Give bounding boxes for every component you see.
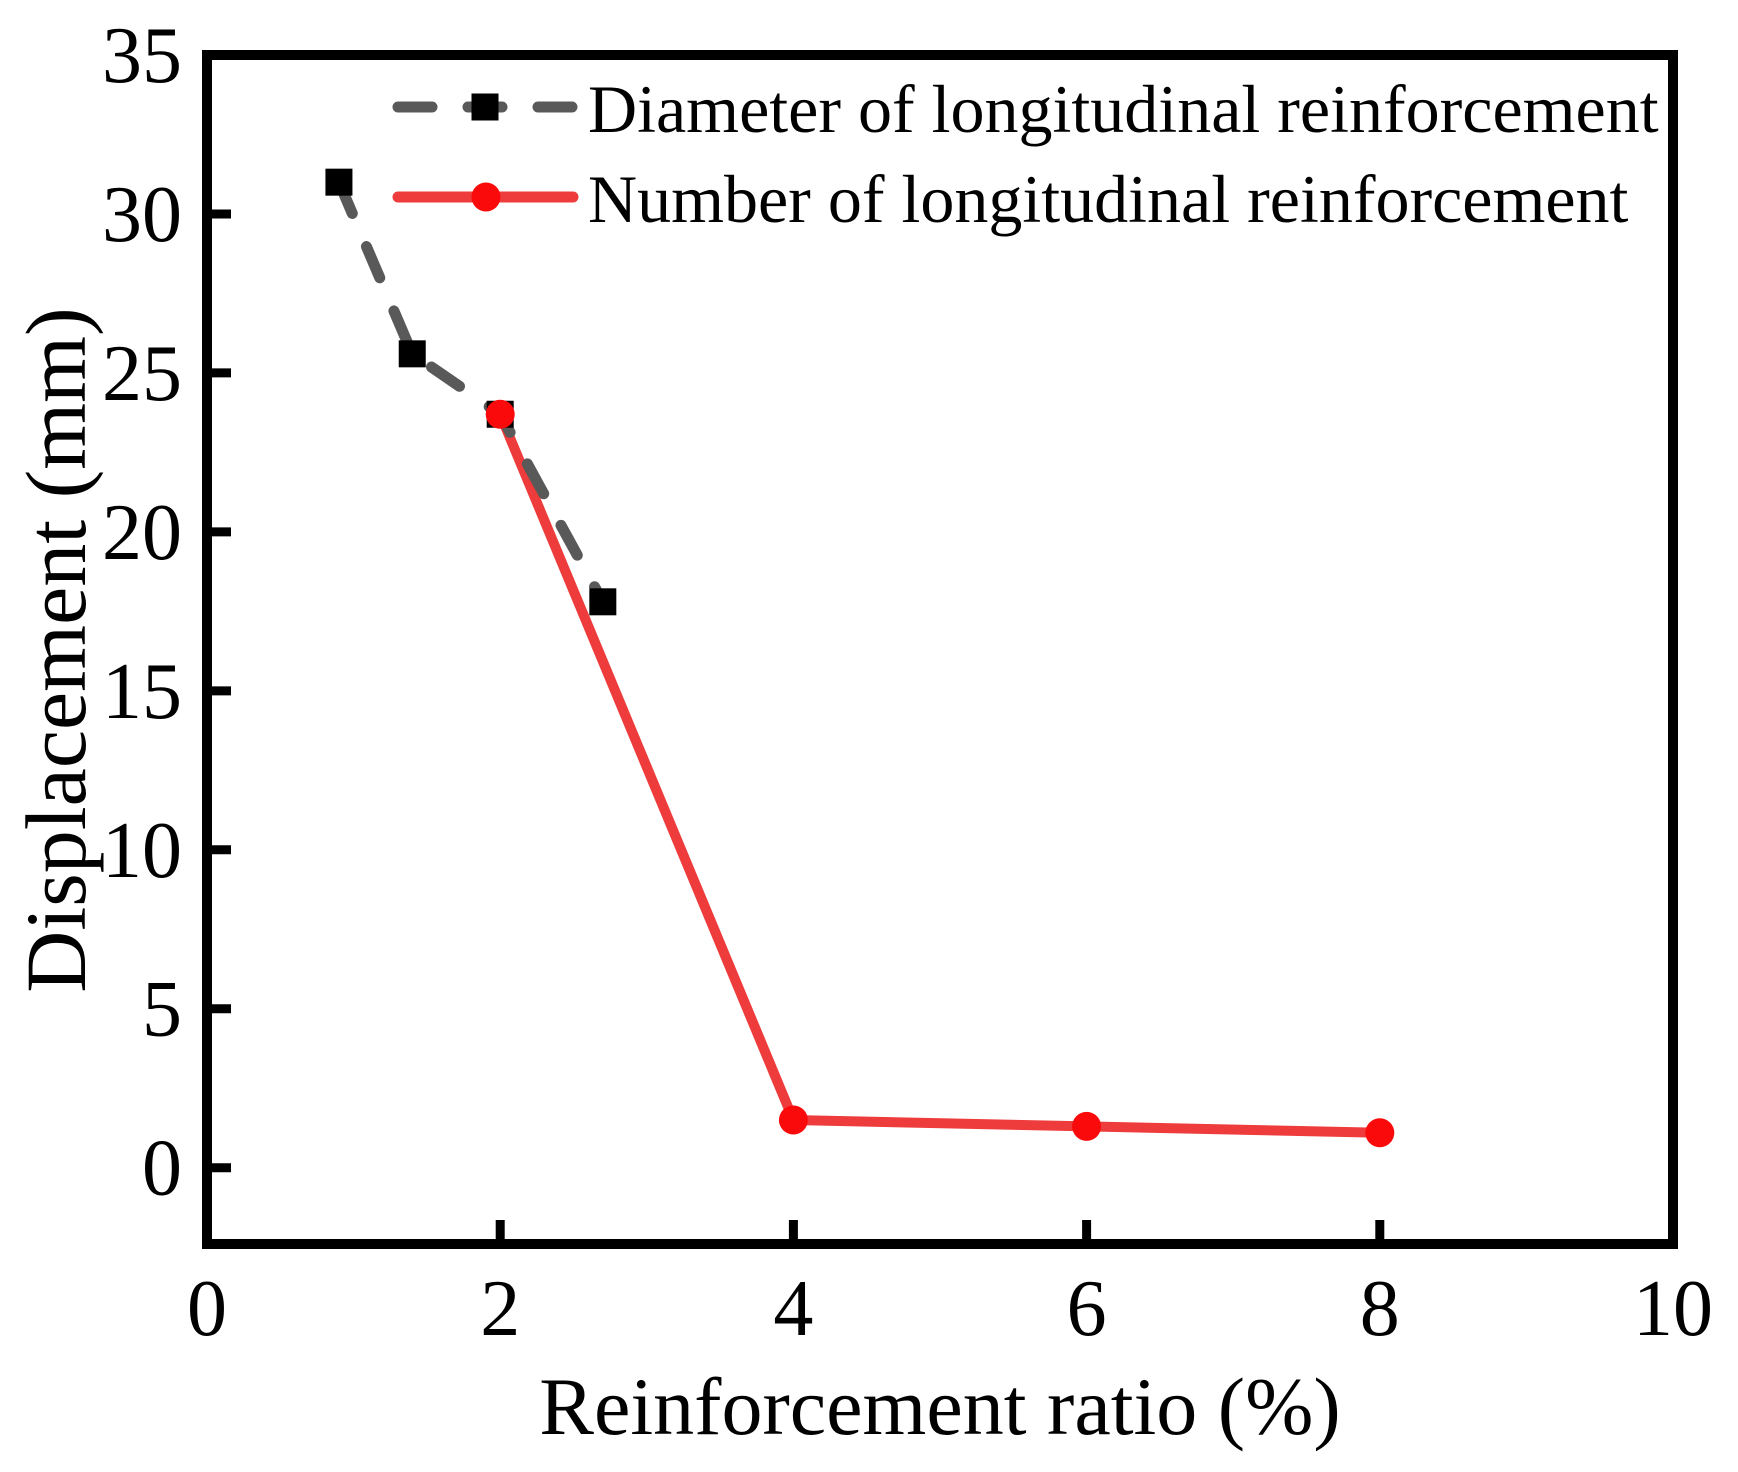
y-tick-labels: 0 5 10 15 20 25 30 35	[102, 12, 182, 1213]
x-axis-label: Reinforcement ratio (%)	[539, 1361, 1340, 1452]
series-number-marker	[1365, 1118, 1395, 1148]
x-tick-label: 6	[1067, 1265, 1107, 1353]
y-tick-label: 0	[142, 1125, 182, 1213]
series-number-marker	[1072, 1111, 1102, 1141]
x-tick-labels: 0 2 4 6 8 10	[187, 1265, 1713, 1353]
plot-area-border	[202, 50, 1678, 1249]
y-tick-label: 5	[142, 966, 182, 1054]
y-tick-label: 30	[102, 171, 182, 259]
series-diameter-line	[333, 176, 609, 608]
x-tick-label: 8	[1360, 1265, 1400, 1353]
series-layer	[325, 168, 1395, 1148]
y-tick-label: 15	[102, 648, 182, 736]
legend-item-label: Diameter of longitudinal reinforcement	[588, 71, 1659, 147]
legend-square-marker	[471, 93, 499, 121]
x-tick-label: 2	[480, 1265, 520, 1353]
y-axis-label: Displacement (mm)	[8, 307, 104, 992]
x-tick-label: 10	[1633, 1265, 1713, 1353]
y-tick-label: 10	[102, 807, 182, 895]
legend-circle-marker	[471, 182, 501, 212]
y-tick-label: 35	[102, 12, 182, 100]
legend-item: Number of longitudinal reinforcement	[392, 161, 1629, 237]
legend: Diameter of longitudinal reinforcement Nu…	[392, 71, 1659, 237]
series-number-line	[495, 412, 1380, 1138]
legend-item: Diameter of longitudinal reinforcement	[392, 71, 1659, 147]
x-tick-label: 4	[773, 1265, 813, 1353]
x-tick-label: 0	[187, 1265, 227, 1353]
series-number-marker	[485, 399, 515, 429]
series-diameter-marker	[589, 588, 617, 616]
series-diameter-marker	[398, 340, 426, 368]
series-diameter-marker	[325, 168, 353, 196]
series-number-marker	[778, 1105, 808, 1135]
legend-item-label: Number of longitudinal reinforcement	[588, 161, 1629, 237]
y-tick-label: 20	[102, 489, 182, 577]
y-tick-label: 25	[102, 330, 182, 418]
